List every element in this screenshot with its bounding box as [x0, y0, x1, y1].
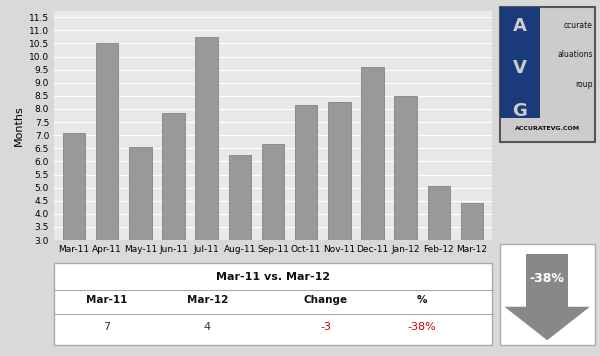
Bar — [162, 113, 185, 319]
Bar — [62, 132, 85, 319]
Text: 4: 4 — [204, 323, 211, 333]
Bar — [129, 147, 152, 319]
Bar — [428, 186, 450, 319]
Text: ACCURATEVG.COM: ACCURATEVG.COM — [515, 126, 580, 131]
Text: -3: -3 — [320, 323, 331, 333]
Text: roup: roup — [575, 80, 593, 89]
Bar — [229, 155, 251, 319]
Text: A: A — [513, 17, 527, 35]
Text: 7: 7 — [103, 323, 110, 333]
FancyBboxPatch shape — [500, 7, 595, 142]
Text: %: % — [416, 294, 427, 304]
Text: Mar-11: Mar-11 — [86, 294, 127, 304]
Text: ccurate: ccurate — [564, 21, 593, 30]
Bar — [361, 67, 384, 319]
Bar — [295, 105, 317, 319]
Text: Mar-12: Mar-12 — [187, 294, 228, 304]
Bar — [96, 43, 118, 319]
Bar — [196, 37, 218, 319]
Bar — [328, 103, 350, 319]
Text: V: V — [513, 58, 527, 77]
Text: G: G — [512, 102, 527, 120]
Text: Change: Change — [304, 294, 347, 304]
Text: aluations: aluations — [557, 51, 593, 59]
Y-axis label: Months: Months — [13, 105, 23, 146]
FancyBboxPatch shape — [54, 263, 492, 345]
Bar — [262, 145, 284, 319]
Text: Mar-11 vs. Mar-12: Mar-11 vs. Mar-12 — [216, 272, 330, 282]
Bar — [394, 96, 417, 319]
FancyBboxPatch shape — [500, 244, 595, 345]
Polygon shape — [505, 307, 590, 340]
Text: -38%: -38% — [530, 272, 565, 285]
Text: -38%: -38% — [407, 323, 436, 333]
Bar — [500, 7, 539, 118]
Bar — [526, 254, 568, 307]
Bar — [461, 203, 484, 319]
